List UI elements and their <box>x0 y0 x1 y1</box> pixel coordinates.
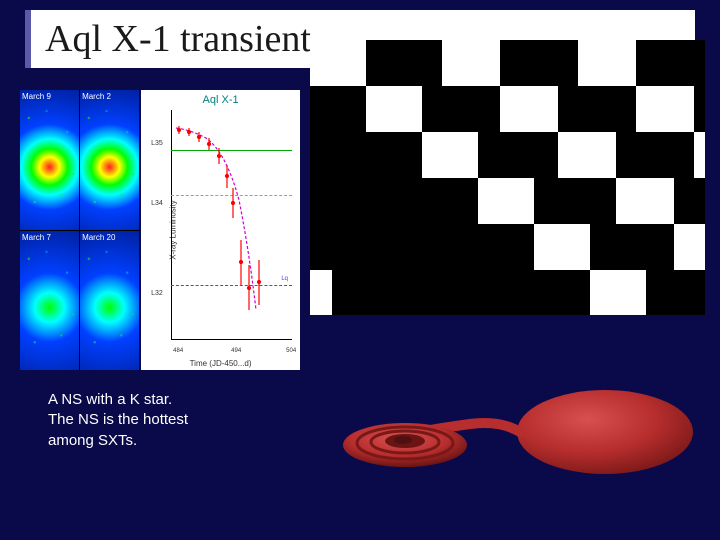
obs-cell: March 20 <box>80 231 139 371</box>
bw-staircase-figure <box>310 40 705 315</box>
caption-block: A NS with a K star. The NS is the hottes… <box>48 390 188 451</box>
bw-stair-block <box>534 224 590 270</box>
obs-label: March 20 <box>82 233 115 242</box>
bw-stair-block <box>616 178 674 224</box>
slide-title: Aql X-1 transient <box>45 17 311 61</box>
noise-overlay <box>20 231 79 371</box>
bw-stair-block <box>310 270 332 315</box>
noise-overlay <box>80 231 139 371</box>
obs-label: March 7 <box>22 233 51 242</box>
ref-line-green <box>171 150 292 151</box>
chart-xlabel: Time (JD-450...d) <box>141 359 300 368</box>
noise-overlay <box>20 90 79 230</box>
bw-stair-block <box>636 86 694 132</box>
bw-stair-block <box>366 86 422 132</box>
ref-line-label: Lq <box>281 276 288 282</box>
obs-cell: March 2 <box>80 90 139 230</box>
ytick: L32 <box>151 290 163 297</box>
bw-stair-block <box>310 40 366 86</box>
ytick: L34 <box>151 200 163 207</box>
xtick: 484 <box>173 348 183 354</box>
observation-grid: March 9 March 2 March 7 March 20 <box>20 90 139 370</box>
obs-cell: March 7 <box>20 231 79 371</box>
noise-overlay <box>80 90 139 230</box>
chart-title: Aql X-1 <box>141 94 300 106</box>
obs-cell: March 9 <box>20 90 79 230</box>
bw-stair-block <box>442 40 500 86</box>
obs-label: March 9 <box>22 92 51 101</box>
ref-line-blue <box>171 285 292 286</box>
obs-label: March 2 <box>82 92 111 101</box>
xtick: 504 <box>286 348 296 354</box>
bw-stair-block <box>694 132 705 178</box>
bw-stair-block <box>674 224 705 270</box>
caption-line: among SXTs. <box>48 431 188 451</box>
bw-stair-block <box>590 270 646 315</box>
caption-line: A NS with a K star. <box>48 390 188 410</box>
bw-stair-block <box>558 132 616 178</box>
roche-lobe-illustration <box>340 360 700 510</box>
xtick: 494 <box>231 348 241 354</box>
figure-left-panel: March 9 March 2 March 7 March 20 Aql X-1… <box>20 90 300 370</box>
ytick: L35 <box>151 140 163 147</box>
bw-stair-block <box>578 40 636 86</box>
ref-line-orange <box>171 195 292 196</box>
bw-stair-block <box>500 86 558 132</box>
lightcurve-chart: Aql X-1 X-ray Luminosity Time (JD-450...… <box>141 90 300 370</box>
bw-stair-block <box>422 132 478 178</box>
chart-axes <box>171 110 292 340</box>
caption-line: The NS is the hottest <box>48 410 188 430</box>
bw-stair-block <box>478 178 534 224</box>
